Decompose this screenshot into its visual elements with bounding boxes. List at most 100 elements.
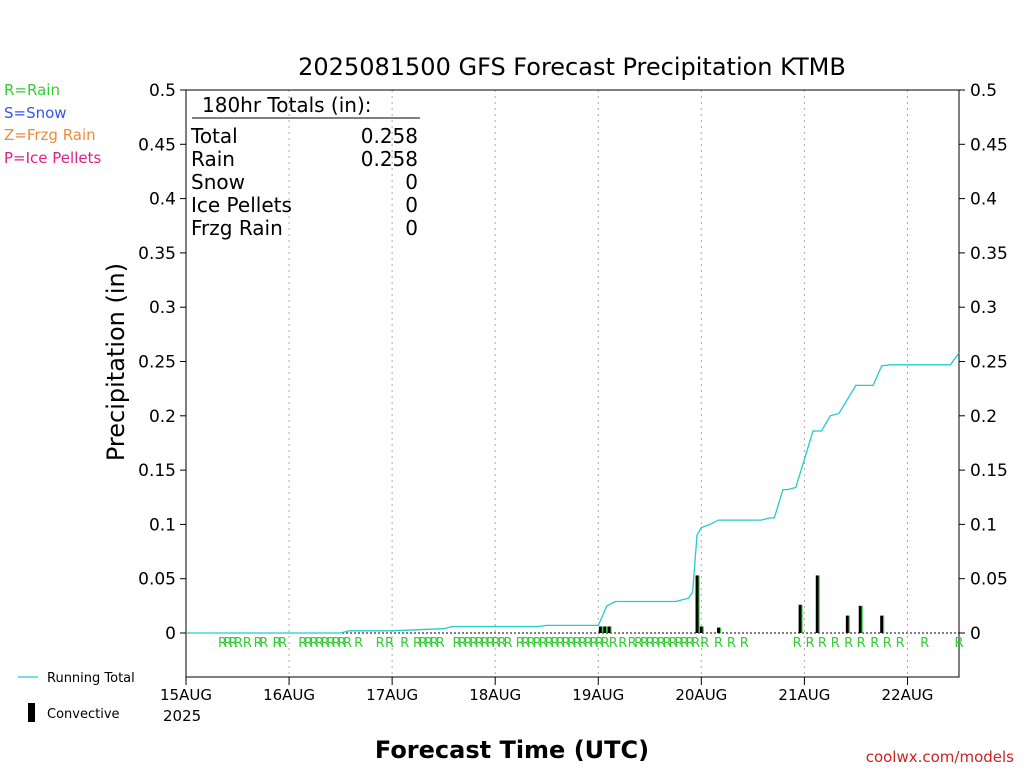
ptype-rain-mark: R (436, 636, 445, 651)
ptype-rain-mark: R (475, 636, 484, 651)
convective-bar (603, 626, 607, 633)
y-tick-label-left: 0.3 (149, 298, 176, 318)
convective-bar (880, 615, 884, 633)
ptype-rain-mark: R (657, 636, 666, 651)
ptype-rain-mark: R (857, 636, 866, 651)
ptype-rain-mark: R (844, 636, 853, 651)
convective-legend-label: Convective (47, 707, 120, 722)
ptype-rain-mark: R (243, 636, 252, 651)
totals-value-frzg-rain: 0 (405, 216, 418, 240)
x-axis-label: Forecast Time (UTC) (375, 736, 649, 764)
ptype-rain-mark: R (259, 636, 268, 651)
ptype-rain-mark: R (298, 636, 307, 651)
y-tick-label-left: 0.15 (138, 461, 176, 481)
ptype-rain-mark: R (680, 636, 689, 651)
ptype-rain-mark: R (533, 636, 542, 651)
ptype-rain-mark: R (464, 636, 473, 651)
ptype-rain-mark: R (521, 636, 530, 651)
watermark: coolwx.com/models (866, 748, 1014, 766)
x-tick-label: 22AUG (881, 686, 933, 704)
y-tick-label-right: 0.5 (970, 81, 997, 101)
plot-frame (185, 89, 960, 678)
ptype-rain-mark: R (831, 636, 840, 651)
ptype-rain-mark: R (413, 636, 422, 651)
ptype-rain-mark: R (589, 636, 598, 651)
y-tick-label-left: 0.25 (138, 353, 176, 373)
ptype-rain-mark: R (818, 636, 827, 651)
x-tick-label: 17AUG (366, 686, 418, 704)
y-axis-ticks: 0 00.05 0.050.1 0.10.15 0.150.2 0.20.25 0.250.… (138, 81, 1008, 644)
convective-bar (699, 626, 703, 633)
totals-label-snow: Snow (191, 170, 245, 194)
ptype-rain-mark: R (578, 636, 587, 651)
ptype-rain-mark: R (668, 636, 677, 651)
totals-value-ice-pellets: 0 (405, 193, 418, 217)
totals-label-ice-pellets: Ice Pellets (191, 193, 292, 217)
ptype-rain-mark: R (883, 636, 892, 651)
ptype-rain-mark: R (545, 636, 554, 651)
convective-bar (717, 627, 721, 633)
ptype-rain-mark: R (700, 636, 709, 651)
ptype-rain-mark: R (234, 636, 243, 651)
ptype-rain-mark: R (896, 636, 905, 651)
ptype-rain-mark: R (321, 636, 330, 651)
y-tick-label-right: 0.25 (970, 353, 1008, 373)
convective-bar (695, 575, 699, 633)
chart-title: 2025081500 GFS Forecast Precipitation KT… (298, 53, 846, 81)
totals-value-snow: 0 (405, 170, 418, 194)
ptype-rain-mark: R (550, 636, 559, 651)
y-tick-label-left: 0.2 (149, 407, 176, 427)
ptype-rain-mark: R (224, 636, 233, 651)
ptype-rain-mark: R (430, 636, 439, 651)
ptype-rain-mark: R (480, 636, 489, 651)
ptype-rain-mark: R (539, 636, 548, 651)
ptype-rain-mark: R (805, 636, 814, 651)
y-tick-label-left: 0 (165, 624, 176, 644)
ptype-rain-mark: R (315, 636, 324, 651)
y-tick-label-right: 0.05 (970, 570, 1008, 590)
convective-bar (858, 605, 862, 633)
totals-value-total: 0.258 (361, 124, 418, 148)
ptype-rain-mark: R (920, 636, 929, 651)
ptype-rain-mark: R (556, 636, 565, 651)
ptype-rain-mark: R (618, 636, 627, 651)
y-tick-label-right: 0 (970, 624, 981, 644)
running-total-legend-label: Running Total (47, 671, 135, 686)
grid-lines (288, 90, 908, 677)
ptype-rain-mark: R (376, 636, 385, 651)
running-total-line (186, 352, 960, 634)
ptype-rain-mark: R (634, 636, 643, 651)
x-tick-label: 15AUG (160, 686, 212, 704)
y-tick-label-right: 0.35 (970, 244, 1008, 264)
ptype-rain-mark: R (573, 636, 582, 651)
convective-bar (598, 626, 602, 633)
ptype-rain-mark: R (218, 636, 227, 651)
ptype-rain-mark: R (870, 636, 879, 651)
ptype-rain-mark: R (452, 636, 461, 651)
totals-value-rain: 0.258 (361, 147, 418, 171)
ptype-rain-mark: R (273, 636, 282, 651)
totals-label-total: Total (190, 124, 238, 148)
y-tick-label-right: 0.4 (970, 190, 997, 210)
ptype-rain-mark: R (229, 636, 238, 651)
totals-label-frzg-rain: Frzg Rain (191, 216, 283, 240)
ptype-rain-mark: R (400, 636, 409, 651)
ptype-rain-mark: R (646, 636, 655, 651)
ptype-rain-mark: R (469, 636, 478, 651)
convective-bar (798, 604, 802, 633)
ptype-rain-mark: R (562, 636, 571, 651)
ptype-rain-mark: R (727, 636, 736, 651)
ptype-rain-mark: R (504, 636, 513, 651)
ptype-rain-mark: R (458, 636, 467, 651)
ptype-rain-mark: R (527, 636, 536, 651)
ptype-rain-mark: R (674, 636, 683, 651)
ptype-rain-mark: R (686, 636, 695, 651)
ptype-rain-mark: R (254, 636, 263, 651)
totals-label-rain: Rain (191, 147, 235, 171)
ptype-rain-mark: R (584, 636, 593, 651)
ptype-rain-mark: R (628, 636, 637, 651)
ptype-rain-mark: R (640, 636, 649, 651)
y-tick-label-left: 0.45 (138, 135, 176, 155)
ptype-rain-mark: R (304, 636, 313, 651)
